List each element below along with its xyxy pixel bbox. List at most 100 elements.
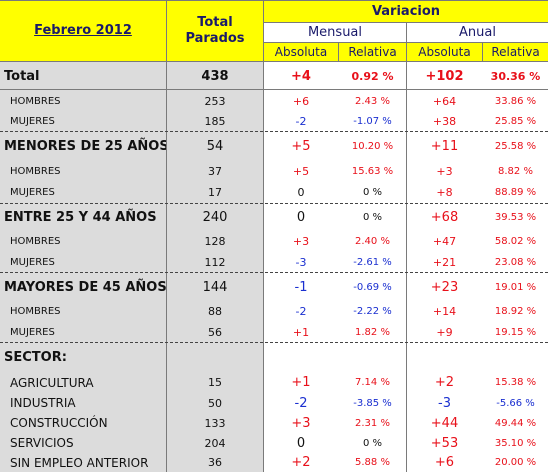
absoluta-mensual-text: Absoluta — [274, 45, 328, 59]
separator-menores — [0, 131, 548, 132]
relativa-anual-header: Relativa — [483, 43, 548, 61]
month-header-text: Febrero 2012 — [34, 23, 132, 38]
total-parados-header: Total Parados — [167, 0, 263, 61]
cell-m-abs: +5 — [291, 139, 311, 154]
cell-a-rel: -5.66 % — [496, 397, 535, 409]
header-bottom-line — [0, 61, 548, 62]
cell-a-abs: +8 — [436, 186, 453, 199]
row-label: SERVICIOS — [10, 436, 74, 450]
cell-m-rel: 0 % — [362, 437, 383, 449]
cell-m-abs: +2 — [291, 455, 311, 470]
relativa-anual-text: Relativa — [491, 45, 540, 59]
row-label: MENORES DE 25 AÑOS: — [4, 139, 166, 154]
cell-total: 185 — [204, 114, 226, 128]
cell-total: 438 — [201, 68, 229, 84]
cell-a-rel: 33.86 % — [494, 95, 537, 107]
cell-m-abs — [264, 344, 338, 371]
cell-m-abs: +1 — [292, 325, 310, 339]
cell-m-rel: 10.20 % — [351, 141, 394, 152]
absoluta-mensual-header: Absoluta — [264, 43, 338, 61]
cell-a-abs: +44 — [430, 415, 459, 431]
cell-a-abs: +64 — [432, 94, 457, 108]
row-label: INDUSTRIA — [10, 396, 76, 410]
cell-a-abs: +38 — [432, 114, 457, 128]
row-label: MUJERES — [10, 115, 55, 127]
cell-a-rel: 19.15 % — [494, 326, 537, 338]
cell-m-rel: 2.43 % — [355, 95, 390, 107]
cell-a-rel: 18.92 % — [494, 306, 537, 317]
cell-a-abs: +53 — [430, 435, 459, 451]
separator-sector — [0, 342, 548, 343]
row-label: HOMBRES — [10, 95, 61, 107]
month-header: Febrero 2012 — [0, 0, 166, 61]
cell-a-abs: +23 — [430, 279, 459, 295]
cell-total: 37 — [208, 165, 222, 178]
row-label: MUJERES — [10, 187, 55, 198]
cell-m-rel — [339, 344, 406, 371]
anual-header-text: Anual — [459, 25, 496, 40]
cell-m-abs: +5 — [292, 165, 310, 178]
cell-a-rel: 25.85 % — [494, 115, 537, 127]
col-divider-2 — [263, 0, 264, 472]
cell-total: 54 — [206, 139, 224, 154]
cell-a-abs: +6 — [434, 455, 455, 470]
relativa-mensual-text: Relativa — [348, 45, 397, 59]
cell-a-rel: 8.82 % — [498, 166, 533, 177]
col-divider-1 — [166, 0, 167, 472]
cell-m-abs: -1 — [294, 279, 308, 295]
header-top-line — [0, 0, 548, 1]
row-label: HOMBRES — [10, 236, 61, 247]
cell-a-abs: +3 — [436, 165, 453, 178]
cell-a-abs: +2 — [434, 375, 455, 390]
row-label: CONSTRUCCIÓN — [10, 416, 108, 430]
total-row-bottom-line — [0, 89, 548, 90]
cell-m-abs: +6 — [292, 94, 310, 108]
row-label: Total — [4, 68, 40, 84]
cell-a-rel: 35.10 % — [494, 437, 537, 449]
cell-a-abs: +9 — [436, 325, 453, 339]
row-label: HOMBRES — [10, 306, 61, 317]
relativa-mensual-header: Relativa — [339, 43, 406, 61]
cell-m-abs: 0 — [296, 435, 306, 451]
mensual-header: Mensual — [264, 23, 406, 42]
cell-a-rel — [483, 344, 548, 371]
cell-m-abs: -2 — [294, 395, 308, 411]
absoluta-anual-text: Absoluta — [418, 45, 471, 59]
cell-a-rel: 49.44 % — [494, 417, 537, 429]
cell-a-abs: +102 — [425, 68, 464, 84]
cell-total: 253 — [204, 94, 226, 108]
label-column-bg — [0, 62, 166, 472]
row-label: HOMBRES — [10, 166, 61, 177]
cell-m-rel: 1.82 % — [355, 326, 390, 338]
cell-m-rel: 7.14 % — [355, 377, 390, 388]
variacion-header-text: Variacion — [371, 3, 441, 19]
total-column-bg — [167, 62, 263, 472]
cell-m-abs: 0 — [296, 210, 306, 225]
cell-m-abs: -2 — [295, 305, 307, 318]
cell-a-rel: 23.08 % — [494, 256, 537, 268]
cell-m-rel: -0.69 % — [353, 281, 392, 293]
separator-entre — [0, 203, 548, 204]
cell-total: 128 — [204, 235, 226, 248]
cell-m-abs: +3 — [291, 415, 311, 431]
cell-m-rel: -1.07 % — [353, 115, 392, 127]
cell-a-abs: +68 — [430, 210, 459, 225]
cell-m-rel: -3.85 % — [353, 397, 392, 409]
cell-total: 88 — [208, 305, 222, 318]
cell-a-rel: 19.01 % — [494, 281, 537, 293]
cell-m-rel: 0.92 % — [351, 69, 394, 83]
cell-total: 240 — [202, 210, 228, 225]
cell-a-abs: +11 — [430, 139, 459, 154]
cell-a-abs: -3 — [438, 395, 451, 411]
cell-a-rel: 58.02 % — [494, 236, 537, 247]
cell-a-rel: 39.53 % — [494, 212, 537, 223]
cell-total: 36 — [208, 456, 222, 469]
cell-m-rel: 2.40 % — [355, 236, 390, 247]
row-label: ENTRE 25 Y 44 AÑOS — [4, 210, 157, 225]
cell-a-rel: 30.36 % — [490, 69, 541, 83]
row-label: SECTOR: — [4, 350, 67, 365]
separator-mayores — [0, 272, 548, 273]
cell-total: 133 — [204, 416, 226, 430]
cell-a-abs: +21 — [432, 255, 457, 269]
